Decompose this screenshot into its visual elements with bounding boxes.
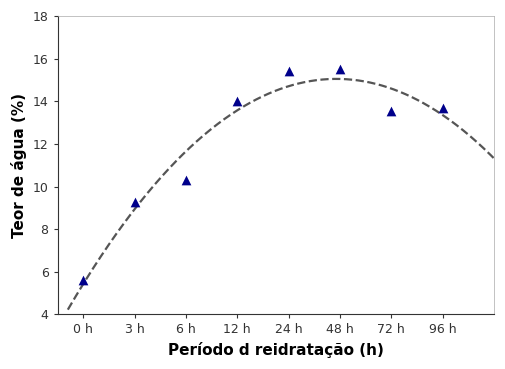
X-axis label: Período d reidratação (h): Período d reidratação (h) — [168, 342, 384, 358]
Point — [130, 200, 138, 206]
Point — [79, 277, 87, 283]
Point — [387, 108, 395, 114]
Point — [182, 177, 190, 183]
Y-axis label: Teor de água (%): Teor de água (%) — [11, 93, 27, 238]
Point — [284, 69, 292, 75]
Point — [233, 99, 241, 104]
Point — [336, 66, 344, 72]
Point — [438, 105, 446, 111]
